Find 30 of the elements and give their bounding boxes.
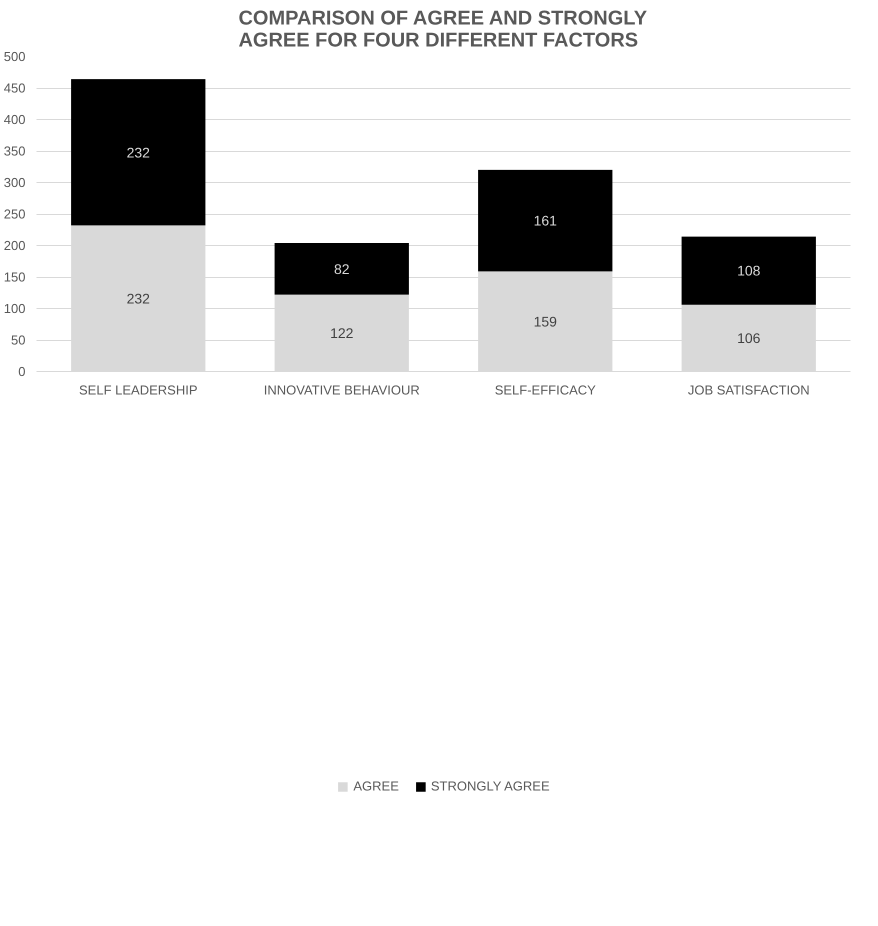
data-label: 232 — [126, 290, 150, 306]
x-tick-label: SELF LEADERSHIP — [79, 382, 198, 398]
x-tick-label: INNOVATIVE BEHAVIOUR — [264, 382, 420, 398]
bar — [71, 79, 206, 226]
y-tick-label: 350 — [4, 144, 26, 158]
y-tick-label: 0 — [18, 364, 26, 379]
y-tick-label: 450 — [4, 80, 26, 96]
data-label: 232 — [126, 144, 150, 160]
data-label: 161 — [534, 212, 558, 229]
data-label: 108 — [737, 262, 761, 279]
legend-label: STRONGLY AGREE — [430, 778, 550, 794]
y-tick-label: 200 — [4, 238, 26, 253]
data-label: 106 — [737, 330, 761, 346]
data-label: 82 — [334, 260, 350, 277]
y-tick-label: 50 — [11, 332, 26, 348]
y-tick-label: 300 — [4, 175, 26, 190]
y-tick-label: 250 — [4, 206, 26, 222]
bar — [682, 236, 816, 305]
bar — [274, 242, 409, 295]
data-label: 122 — [330, 325, 354, 342]
x-tick-label: SELF-EFFICACY — [494, 382, 596, 398]
data-label: 159 — [534, 313, 558, 330]
bar — [478, 170, 612, 272]
y-tick-label: 500 — [4, 49, 26, 64]
y-tick-label: 150 — [4, 270, 26, 284]
x-tick-label: JOB SATISFACTION — [688, 382, 810, 398]
legend-label: AGREE — [353, 778, 399, 794]
chart-title: COMPARISON OF AGREE AND STRONGLY AGREE FOR FOUR DIFFERENT FACTORS — [238, 8, 648, 52]
y-tick-label: 400 — [4, 112, 26, 127]
y-tick-label: 100 — [4, 301, 26, 316]
